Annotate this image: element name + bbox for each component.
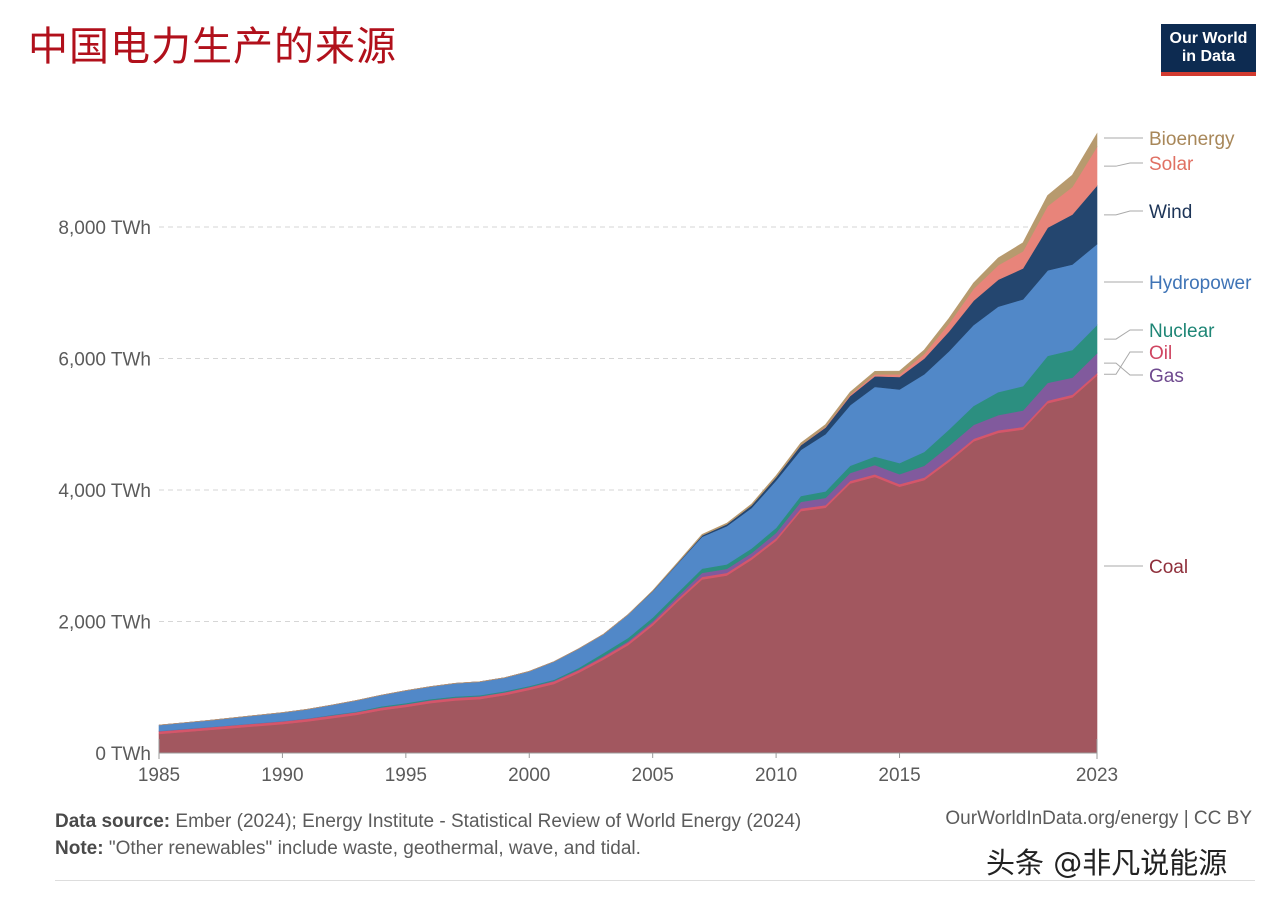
source-label: Data source:: [55, 811, 171, 832]
x-tick-label: 2005: [632, 765, 674, 786]
source-url[interactable]: OurWorldInData.org/energy | CC BY: [945, 808, 1252, 829]
x-tick-label: 2010: [755, 765, 797, 786]
legend-label-wind: Wind: [1149, 202, 1192, 223]
y-tick-label: 8,000 TWh: [58, 218, 151, 239]
y-tick-label: 2,000 TWh: [58, 613, 151, 634]
note-text: "Other renewables" include waste, geothe…: [108, 838, 641, 859]
legend-label-bioenergy: Bioenergy: [1149, 129, 1235, 150]
legend-label-nuclear: Nuclear: [1149, 321, 1215, 342]
y-tick-label: 6,000 TWh: [58, 350, 151, 371]
legend-leader: [1104, 362, 1143, 376]
x-tick-label: 1995: [385, 765, 427, 786]
legend-leader: [1104, 329, 1143, 340]
y-tick-label: 0 TWh: [95, 744, 151, 765]
logo-line1: Our World: [1169, 30, 1248, 47]
footer: Data source: Ember (2024); Energy Instit…: [55, 808, 1255, 862]
watermark: 头条 @非凡说能源: [986, 846, 1228, 880]
x-tick-label: 2000: [508, 765, 550, 786]
stacked-area-chart: 0 TWh 2,000 TWh 4,000 TWh 6,000 TWh 8,000 TW…: [58, 129, 1252, 786]
note-label: Note:: [55, 838, 104, 859]
legend-label-gas: Gas: [1149, 366, 1184, 387]
source-text: Ember (2024); Energy Institute - Statist…: [175, 811, 802, 832]
footer-divider: [55, 880, 1255, 881]
owid-logo[interactable]: Our World in Data: [1161, 24, 1256, 76]
legend-label-coal: Coal: [1149, 557, 1188, 578]
legend-label-hydropower: Hydropower: [1149, 273, 1252, 294]
logo-line2: in Data: [1181, 48, 1236, 65]
legend-leader: [1104, 210, 1143, 216]
axes: 0 TWh 2,000 TWh 4,000 TWh 6,000 TWh 8,000 TW…: [58, 218, 1118, 786]
chart-title: 中国电力生产的来源: [28, 24, 397, 70]
legend-label-oil: Oil: [1149, 343, 1172, 364]
x-tick-label: 1985: [138, 765, 180, 786]
legend-leader: [1104, 162, 1143, 167]
x-tick-label: 2023: [1076, 765, 1118, 786]
x-tick-label: 1990: [261, 765, 303, 786]
area-bioenergy[interactable]: [158, 132, 1098, 726]
y-tick-label: 4,000 TWh: [58, 481, 151, 502]
x-tick-label: 2015: [878, 765, 920, 786]
legend-leader: [1104, 351, 1143, 375]
legend-label-solar: Solar: [1149, 154, 1194, 175]
